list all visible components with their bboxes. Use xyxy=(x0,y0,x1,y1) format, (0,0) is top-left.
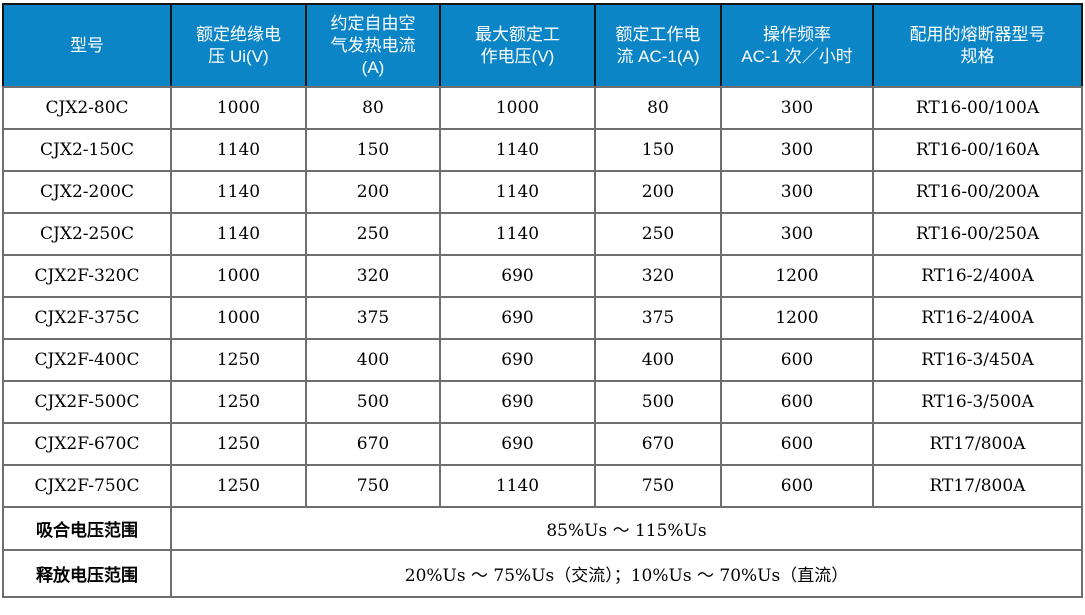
table-cell: RT16-00/200A xyxy=(872,170,1083,214)
table-cell: RT16-2/400A xyxy=(872,254,1083,298)
table-cell: 1140 xyxy=(439,464,596,508)
table-row: CJX2F-750C 1250 750 1140 750 600 RT17/80… xyxy=(2,464,1083,508)
column-header-insulation-voltage: 额定绝缘电 压 Ui(V) xyxy=(170,3,307,88)
table-cell: 500 xyxy=(594,380,722,424)
release-voltage-label: 释放电压范围 xyxy=(2,549,172,598)
table-cell: 300 xyxy=(720,170,874,214)
table-cell: 375 xyxy=(594,296,722,340)
model-cell: CJX2F-375C xyxy=(2,296,172,340)
table-cell: 1140 xyxy=(439,128,596,172)
table-cell: 1140 xyxy=(439,212,596,256)
table-cell: 1250 xyxy=(170,464,307,508)
table-cell: 750 xyxy=(594,464,722,508)
table-cell: RT16-3/450A xyxy=(872,338,1083,382)
model-cell: CJX2F-400C xyxy=(2,338,172,382)
table-cell: 400 xyxy=(594,338,722,382)
table-cell: 300 xyxy=(720,212,874,256)
model-cell: CJX2-80C xyxy=(2,86,172,130)
table-row: CJX2F-320C 1000 320 690 320 1200 RT16-2/… xyxy=(2,254,1083,298)
pickup-voltage-value: 85%Us ～ 115%Us xyxy=(170,506,1083,551)
model-cell: CJX2F-750C xyxy=(2,464,172,508)
table-cell: 600 xyxy=(720,380,874,424)
table-row: CJX2-80C 1000 80 1000 80 300 RT16-00/100… xyxy=(2,86,1083,130)
table-cell: 500 xyxy=(305,380,441,424)
column-header-max-working-voltage: 最大额定工 作电压(V) xyxy=(439,3,596,88)
release-voltage-row: 释放电压范围 20%Us ～ 75%Us（交流）；10%Us ～ 70%Us（直… xyxy=(2,549,1083,598)
table-cell: 600 xyxy=(720,422,874,466)
pickup-voltage-label: 吸合电压范围 xyxy=(2,506,172,551)
column-header-thermal-current: 约定自由空 气发热电流 (A) xyxy=(305,3,441,88)
release-voltage-value: 20%Us ～ 75%Us（交流）；10%Us ～ 70%Us（直流） xyxy=(170,549,1083,598)
model-cell: CJX2F-670C xyxy=(2,422,172,466)
table-cell: 690 xyxy=(439,422,596,466)
table-cell: 1140 xyxy=(170,128,307,172)
table-row: CJX2F-670C 1250 670 690 670 600 RT17/800… xyxy=(2,422,1083,466)
table-cell: 1000 xyxy=(170,254,307,298)
table-cell: 600 xyxy=(720,464,874,508)
table-row: CJX2-200C 1140 200 1140 200 300 RT16-00/… xyxy=(2,170,1083,214)
table-row: CJX2F-400C 1250 400 690 400 600 RT16-3/4… xyxy=(2,338,1083,382)
table-cell: 690 xyxy=(439,296,596,340)
table-cell: RT17/800A xyxy=(872,422,1083,466)
table-cell: 670 xyxy=(305,422,441,466)
table-cell: 320 xyxy=(305,254,441,298)
model-cell: CJX2-250C xyxy=(2,212,172,256)
table-row: CJX2-150C 1140 150 1140 150 300 RT16-00/… xyxy=(2,128,1083,172)
table-row: CJX2-250C 1140 250 1140 250 300 RT16-00/… xyxy=(2,212,1083,256)
column-header-model: 型号 xyxy=(2,3,172,88)
table-cell: 150 xyxy=(305,128,441,172)
table-cell: 400 xyxy=(305,338,441,382)
table-row: CJX2F-500C 1250 500 690 500 600 RT16-3/5… xyxy=(2,380,1083,424)
table-cell: 1000 xyxy=(439,86,596,130)
table-cell: 690 xyxy=(439,338,596,382)
table-cell: RT16-00/160A xyxy=(872,128,1083,172)
table-cell: RT16-00/250A xyxy=(872,212,1083,256)
table-cell: 250 xyxy=(305,212,441,256)
table-cell: 1000 xyxy=(170,296,307,340)
table-cell: 80 xyxy=(305,86,441,130)
table-cell: 1140 xyxy=(170,212,307,256)
table-cell: 1140 xyxy=(170,170,307,214)
table-cell: 150 xyxy=(594,128,722,172)
table-cell: 1200 xyxy=(720,296,874,340)
table-cell: 80 xyxy=(594,86,722,130)
table-cell: 375 xyxy=(305,296,441,340)
table-cell: 1250 xyxy=(170,338,307,382)
column-header-working-current: 额定工作电 流 AC-1(A) xyxy=(594,3,722,88)
header-row: 型号 额定绝缘电 压 Ui(V) 约定自由空 气发热电流 (A) 最大额定工 作… xyxy=(2,3,1083,88)
model-cell: CJX2F-500C xyxy=(2,380,172,424)
table-cell: 1140 xyxy=(439,170,596,214)
table-cell: RT17/800A xyxy=(872,464,1083,508)
table-cell: 1250 xyxy=(170,380,307,424)
table-cell: 250 xyxy=(594,212,722,256)
table-row: CJX2F-375C 1000 375 690 375 1200 RT16-2/… xyxy=(2,296,1083,340)
model-cell: CJX2-150C xyxy=(2,128,172,172)
table-cell: 1200 xyxy=(720,254,874,298)
model-cell: CJX2F-320C xyxy=(2,254,172,298)
table-cell: 200 xyxy=(305,170,441,214)
table-cell: 1000 xyxy=(170,86,307,130)
table-cell: 690 xyxy=(439,254,596,298)
table-cell: 1250 xyxy=(170,422,307,466)
spec-table: 型号 额定绝缘电 压 Ui(V) 约定自由空 气发热电流 (A) 最大额定工 作… xyxy=(2,3,1083,598)
model-cell: CJX2-200C xyxy=(2,170,172,214)
table-cell: 320 xyxy=(594,254,722,298)
table-cell: RT16-2/400A xyxy=(872,296,1083,340)
table-cell: 600 xyxy=(720,338,874,382)
table-cell: 300 xyxy=(720,86,874,130)
table-cell: 300 xyxy=(720,128,874,172)
table-cell: RT16-3/500A xyxy=(872,380,1083,424)
column-header-fuse-spec: 配用的熔断器型号 规格 xyxy=(872,3,1083,88)
column-header-operating-frequency: 操作频率 AC-1 次／小时 xyxy=(720,3,874,88)
table-cell: RT16-00/100A xyxy=(872,86,1083,130)
pickup-voltage-row: 吸合电压范围 85%Us ～ 115%Us xyxy=(2,506,1083,551)
table-cell: 690 xyxy=(439,380,596,424)
table-cell: 750 xyxy=(305,464,441,508)
table-cell: 200 xyxy=(594,170,722,214)
table-cell: 670 xyxy=(594,422,722,466)
